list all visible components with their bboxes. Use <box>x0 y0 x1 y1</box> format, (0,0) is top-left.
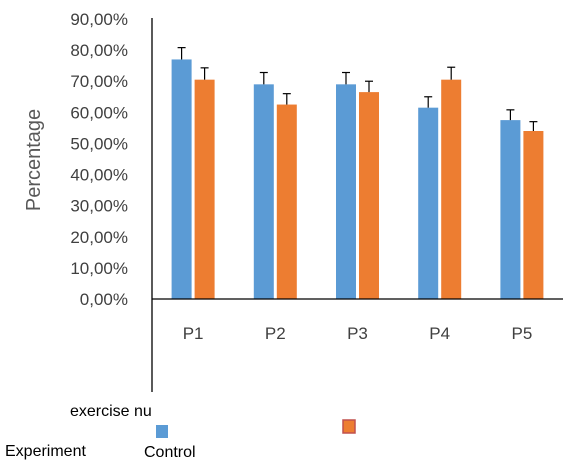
y-tick-label: 80,00% <box>70 41 128 60</box>
x-axis-title: exercise nu <box>70 403 152 420</box>
x-tick-label: P3 <box>347 324 368 343</box>
x-tick-label: P2 <box>265 324 286 343</box>
bar <box>253 84 274 299</box>
bar <box>359 92 379 299</box>
bar <box>194 79 215 300</box>
legend: Experiment Control <box>5 419 356 461</box>
legend-label: Control <box>144 444 196 461</box>
bar <box>171 59 192 299</box>
x-axis-ticks: P1 P2 P3 P4 P5 <box>183 324 533 343</box>
y-tick-label: 20,00% <box>70 228 128 247</box>
y-axis-title: Percentage <box>23 109 45 211</box>
y-tick-label: 30,00% <box>70 197 128 216</box>
x-tick-label: P4 <box>429 324 450 343</box>
bar <box>276 104 297 299</box>
legend-swatch <box>156 425 168 438</box>
bar <box>418 107 439 300</box>
y-tick-label: 60,00% <box>70 103 128 122</box>
y-tick-label: 70,00% <box>70 72 128 91</box>
x-tick-label: P5 <box>512 324 533 343</box>
y-axis-ticks: 0,00% 10,00% 20,00% 30,00% 40,00% 50,00% 60,00… <box>70 10 128 309</box>
bar <box>441 79 462 300</box>
y-tick-label: 0,00% <box>80 290 128 309</box>
y-tick-label: 10,00% <box>70 259 128 278</box>
error-bars <box>177 47 538 131</box>
legend-label: Experiment <box>5 443 86 460</box>
y-tick-label: 50,00% <box>70 134 128 153</box>
bar <box>336 84 356 299</box>
legend-swatch <box>342 419 356 434</box>
y-tick-label: 40,00% <box>70 166 128 185</box>
bars <box>171 59 544 300</box>
bar <box>500 120 521 299</box>
y-tick-label: 90,00% <box>70 10 128 29</box>
x-tick-label: P1 <box>183 324 204 343</box>
bar <box>523 131 544 299</box>
